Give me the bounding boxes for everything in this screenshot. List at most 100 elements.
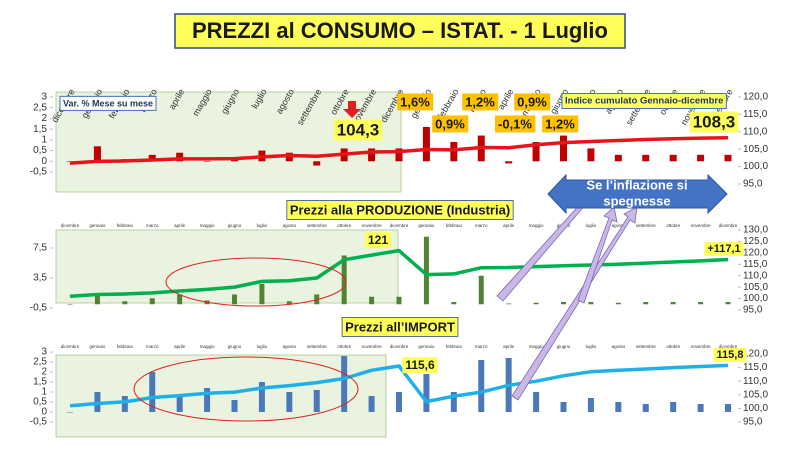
y2-tick-label: 105,0 (743, 144, 768, 155)
y2-tick-label: 120,0 (743, 349, 768, 360)
value-label: 115,6 (405, 358, 435, 372)
x-tick-label: luglio (586, 223, 597, 228)
x-tick-label: ottobre (666, 223, 681, 228)
x-tick-label: gennaio (418, 344, 435, 349)
line (69, 135, 729, 165)
bar (232, 294, 237, 305)
bar (67, 412, 73, 413)
value-label: -0,1% (498, 116, 532, 131)
y-tick-label: 3,5 (33, 273, 47, 284)
bar (423, 374, 430, 412)
x-tick-label: agosto (283, 223, 297, 228)
bar (341, 356, 348, 412)
value-label: +117,1 (707, 243, 740, 255)
bar (231, 400, 238, 412)
bar (286, 301, 292, 305)
bar (149, 372, 156, 412)
y-tick-label: 1 (41, 387, 47, 398)
y2-tick-label: 95,0 (743, 305, 763, 316)
bar (176, 396, 183, 412)
y-tick-label: 1,5 (33, 124, 47, 135)
x-tick-label: luglio (257, 344, 268, 349)
value-label-box (495, 115, 536, 133)
x-tick-label: aprile (174, 223, 186, 228)
y-tick-label: 0 (41, 407, 47, 418)
x-tick-label: novembre (362, 223, 383, 228)
chart-title: Prezzi alla PRODUZIONE (Industria) (290, 202, 510, 217)
bar (369, 296, 375, 305)
x-tick-label: maggio (200, 223, 215, 228)
bar (451, 302, 457, 305)
bar (560, 402, 567, 412)
x-tick-label: novembre (691, 344, 712, 349)
legend-box (561, 93, 727, 110)
x-tick-label: ottobre (337, 223, 352, 228)
bar (587, 148, 595, 162)
callout-arrow (547, 173, 728, 215)
y2-tick-label: 105,0 (743, 282, 768, 293)
bar (395, 148, 403, 162)
bar (423, 236, 429, 305)
y2-tick-label: 110,0 (743, 376, 768, 387)
bar (122, 301, 128, 305)
bar (149, 298, 155, 305)
arrow (511, 206, 638, 401)
bar (177, 294, 183, 305)
value-label-box (397, 93, 434, 111)
y2-tick-label: 115,0 (743, 109, 768, 120)
x-tick-label: giugno (228, 223, 242, 228)
legend-box (59, 95, 157, 111)
x-tick-label: novembre (691, 223, 712, 228)
x-tick-label: novembre (362, 344, 383, 349)
value-label: 1,6% (400, 94, 430, 109)
bar (286, 392, 293, 412)
bar (725, 302, 731, 305)
bar (121, 396, 128, 412)
x-tick-label: settembre (636, 223, 657, 228)
bar (478, 360, 485, 412)
y-tick-label: -0,5 (30, 417, 48, 428)
bar (670, 402, 677, 412)
y-tick-label: 2 (41, 367, 47, 378)
charts: dicembre gennaio febbraio marzo aprile maggio… (30, 87, 769, 427)
bar (614, 154, 622, 162)
bar (615, 302, 621, 305)
bar (533, 302, 539, 305)
x-tick-label: giugno (557, 344, 571, 349)
bar (313, 390, 320, 412)
bar (642, 404, 649, 412)
y-tick-label: 0 (41, 156, 47, 167)
x-tick-label: febbraio (436, 87, 461, 120)
y-tick-label: 3 (41, 92, 47, 103)
highlight-area (55, 229, 399, 304)
slide-title: PREZZI al CONSUMO – ISTAT. - 1 Luglio (192, 18, 608, 43)
value-label-box (689, 111, 739, 133)
bar (203, 161, 211, 162)
x-tick-label: dicembre (61, 223, 80, 228)
y2-tick-label: 100,0 (743, 293, 768, 304)
bar (698, 302, 704, 305)
x-tick-label: marzo (475, 223, 488, 228)
pointer-arrow (343, 101, 361, 118)
bar (587, 398, 594, 412)
y2-tick-label: 120,0 (743, 92, 768, 103)
y2-tick-label: 115,0 (743, 362, 768, 373)
line (69, 363, 729, 408)
x-tick-label: aprile (503, 223, 515, 228)
bar (669, 154, 677, 162)
bar (697, 154, 705, 162)
x-tick-label: dicembre (61, 344, 80, 349)
arrow (577, 206, 618, 304)
chart-title-box (286, 200, 514, 220)
value-label: 104,3 (337, 120, 380, 139)
y2-tick-label: 100,0 (743, 161, 768, 172)
y-tick-label: 2,5 (33, 102, 47, 113)
x-tick-label: febbraio (117, 344, 134, 349)
chart-title-box (341, 317, 459, 337)
x-tick-label: maggio (529, 223, 544, 228)
bar (67, 304, 73, 305)
legend-label: Var. % Mese su mese (63, 98, 153, 108)
x-tick-label: febbraio (446, 223, 463, 228)
arrows (496, 191, 638, 401)
